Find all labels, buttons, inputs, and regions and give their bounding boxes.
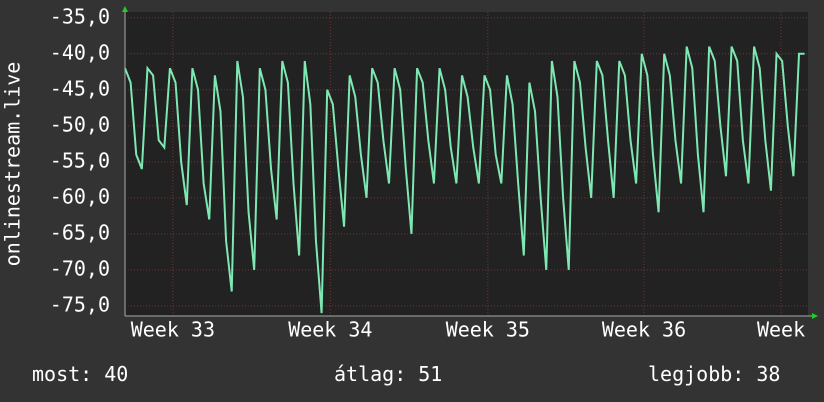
marks xyxy=(124,46,805,314)
footer-value: 38 xyxy=(756,362,780,386)
y-tick-label: -60,0 xyxy=(50,184,110,208)
y-axis-label: onlinestream.live xyxy=(1,62,25,267)
footer-label: átlag: xyxy=(334,362,406,386)
x-tick-label: Week xyxy=(757,318,805,342)
footer-label: most: xyxy=(32,362,92,386)
x-tick-label: Week 35 xyxy=(446,318,530,342)
y-tick-label: -35,0 xyxy=(50,4,110,28)
data-line xyxy=(124,46,805,314)
footer-stat: most: 40 xyxy=(32,362,128,386)
footer-stat: legjobb: 38 xyxy=(648,362,780,386)
plot-area xyxy=(125,12,808,316)
y-tick-label: -45,0 xyxy=(50,76,110,100)
y-tick-label: -55,0 xyxy=(50,148,110,172)
y-tick-label: -40,0 xyxy=(50,40,110,64)
x-tick-label: Week 36 xyxy=(602,318,686,342)
footer-value: 51 xyxy=(418,362,442,386)
y-tick-label: -50,0 xyxy=(50,112,110,136)
axis-arrow xyxy=(122,6,128,12)
footer-value: 40 xyxy=(104,362,128,386)
y-tick-label: -75,0 xyxy=(50,292,110,316)
x-tick-label: Week 33 xyxy=(131,318,215,342)
footer-label: legjobb: xyxy=(648,362,744,386)
footer-stat: átlag: 51 xyxy=(334,362,442,386)
y-tick-label: -70,0 xyxy=(50,256,110,280)
axis-arrow xyxy=(812,313,818,319)
x-tick-label: Week 34 xyxy=(288,318,372,342)
y-tick-label: -65,0 xyxy=(50,220,110,244)
